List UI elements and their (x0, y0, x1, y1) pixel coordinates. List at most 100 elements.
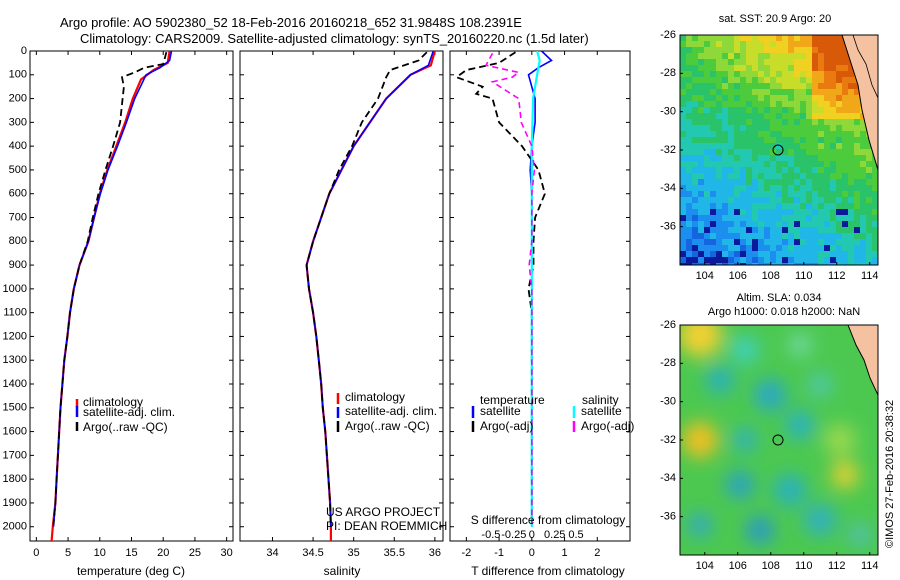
map-lat-tick: -30 (660, 106, 676, 118)
map-lon-tick: 112 (828, 270, 846, 282)
sst-float-marker (772, 144, 784, 156)
map-lon-tick: 108 (762, 270, 780, 282)
x-tick-label: 35.5 (384, 547, 405, 559)
x-tick-label: 15 (125, 547, 137, 559)
depth-tick-label: 700 (9, 211, 27, 223)
credit-text: ©IMOS 27-Feb-2016 20:38:32 (884, 400, 896, 548)
depth-tick-labels: 0 100 200 300 400 500 600 700 800 900 1000 1100 1200… (3, 45, 630, 533)
difference-xlabel: T difference from climatology (471, 564, 625, 578)
depth-tick-label: 1800 (3, 473, 27, 485)
x-tick-label: 0 (529, 547, 535, 559)
legend-s-argo: Argo(-adj) (581, 419, 634, 433)
s-diff-tick-label: 0 (529, 529, 535, 541)
map-lon-tick: 104 (696, 560, 714, 572)
map-lon-tick: 112 (828, 560, 846, 572)
depth-tick-label: 500 (9, 164, 27, 176)
series-line-3 (484, 53, 536, 525)
depth-tick-label: 1700 (3, 449, 27, 461)
s-diff-tick-label: -0.25 (501, 529, 526, 541)
x-tick-label: 5 (65, 547, 71, 559)
map-lon-tick: 114 (861, 560, 879, 572)
salinity-legend-satellite: satellite-adj. clim. (345, 404, 437, 418)
depth-tick-label: 800 (9, 235, 27, 247)
depth-tick-label: 600 (9, 188, 27, 200)
map-lat-tick: -32 (660, 434, 676, 446)
map-lat-tick: -36 (660, 221, 676, 233)
depth-tick-label: 300 (9, 116, 27, 128)
depth-tick-label: 900 (9, 259, 27, 271)
difference-xlabel-top: S difference from climatology (471, 513, 626, 527)
temperature-legend-satellite: satellite-adj. clim. (83, 405, 175, 419)
series-line-1 (454, 51, 546, 525)
depth-tick-label: 1900 (3, 497, 27, 509)
temperature-panel: 0 5 10 15 20 25 30 temperature (deg C) climato… (29, 50, 234, 578)
series-line-2 (305, 51, 428, 525)
map-lat-tick: -30 (660, 396, 676, 408)
temperature-legend-climatology: climatology (83, 395, 143, 409)
x-tick-label: 36 (429, 547, 441, 559)
depth-tick-label: 100 (9, 69, 27, 81)
map-lon-tick: 110 (795, 560, 813, 572)
map-lat-tick: -36 (660, 511, 676, 523)
depth-tick-label: 400 (9, 140, 27, 152)
x-tick-label: 25 (189, 547, 201, 559)
series-line-0 (305, 51, 436, 541)
difference-panel: -2 -1 0 1 2 S difference from climatology -0… (449, 50, 634, 578)
depth-tick-label: 0 (21, 45, 27, 57)
depth-tick-label: 1000 (3, 283, 27, 295)
legend-salinity-title: salinity (582, 393, 619, 407)
legend-s-satellite: satellite (581, 404, 622, 418)
header-line1: Argo profile: AO 5902380_52 18-Feb-2016 … (60, 15, 522, 30)
map-lon-tick: 104 (696, 270, 714, 282)
sla-float-marker (772, 434, 784, 446)
s-diff-tick-label: 0.25 (544, 529, 565, 541)
salinity-note-project: US ARGO PROJECT (326, 505, 441, 519)
depth-tick-label: 1100 (3, 307, 27, 319)
map-lon-tick: 106 (729, 560, 747, 572)
x-tick-label: 20 (157, 547, 169, 559)
depth-tick-label: 1300 (3, 354, 27, 366)
x-tick-label: 35 (348, 547, 360, 559)
map-lat-tick: -26 (660, 29, 676, 41)
legend-t-satellite: satellite (480, 404, 521, 418)
map-lon-tick: 106 (729, 270, 747, 282)
x-tick-label: -1 (494, 547, 504, 559)
series-line-1 (305, 51, 435, 527)
depth-tick-label: 1200 (3, 330, 27, 342)
series-line-0 (50, 51, 171, 541)
x-tick-label: 34 (266, 547, 278, 559)
salinity-note-pi: PI: DEAN ROEMMICH (326, 519, 447, 533)
salinity-legend: climatology satellite-adj. clim. Argo(..… (336, 390, 437, 433)
x-tick-label: 0 (33, 547, 39, 559)
x-tick-label: 34.5 (302, 547, 323, 559)
map-lon-tick: 110 (795, 270, 813, 282)
temperature-legend: climatology satellite-adj. clim. Argo(..… (75, 395, 175, 434)
sla-map-title1: Altim. SLA: 0.034 (737, 292, 822, 304)
sla-map: Altim. SLA: 0.034 Argo h1000: 0.018 h200… (660, 292, 878, 572)
s-diff-tick-label: 0.5 (568, 529, 583, 541)
salinity-difference-tick-labels: -0.5 -0.25 0 0.25 0.5 (481, 529, 583, 541)
series-line-2 (52, 51, 168, 525)
map-lon-tick: 114 (861, 270, 879, 282)
difference-legend: temperature satellite Argo(-adj) salinit… (471, 393, 634, 433)
depth-tick-label: 1600 (3, 425, 27, 437)
x-tick-label: -2 (461, 547, 471, 559)
map-lat-tick: -28 (660, 357, 676, 369)
legend-t-argo: Argo(-adj) (480, 419, 533, 433)
header-line2: Climatology: CARS2009. Satellite-adjuste… (80, 31, 589, 46)
depth-tick-label: 200 (9, 92, 27, 104)
map-lat-tick: -34 (660, 182, 676, 194)
x-tick-label: 30 (221, 547, 233, 559)
series-line-1 (52, 51, 173, 527)
s-diff-tick-label: -0.5 (481, 529, 500, 541)
x-tick-label: 1 (561, 547, 567, 559)
temperature-xlabel: temperature (deg C) (77, 564, 185, 578)
map-lon-tick: 108 (762, 560, 780, 572)
map-lat-tick: -28 (660, 67, 676, 79)
sla-map-title2: Argo h1000: 0.018 h2000: NaN (708, 306, 860, 318)
map-lat-tick: -32 (660, 144, 676, 156)
map-lat-tick: -34 (660, 472, 676, 484)
salinity-legend-argo: Argo(..raw -QC) (345, 419, 430, 433)
x-tick-label: 2 (594, 547, 600, 559)
